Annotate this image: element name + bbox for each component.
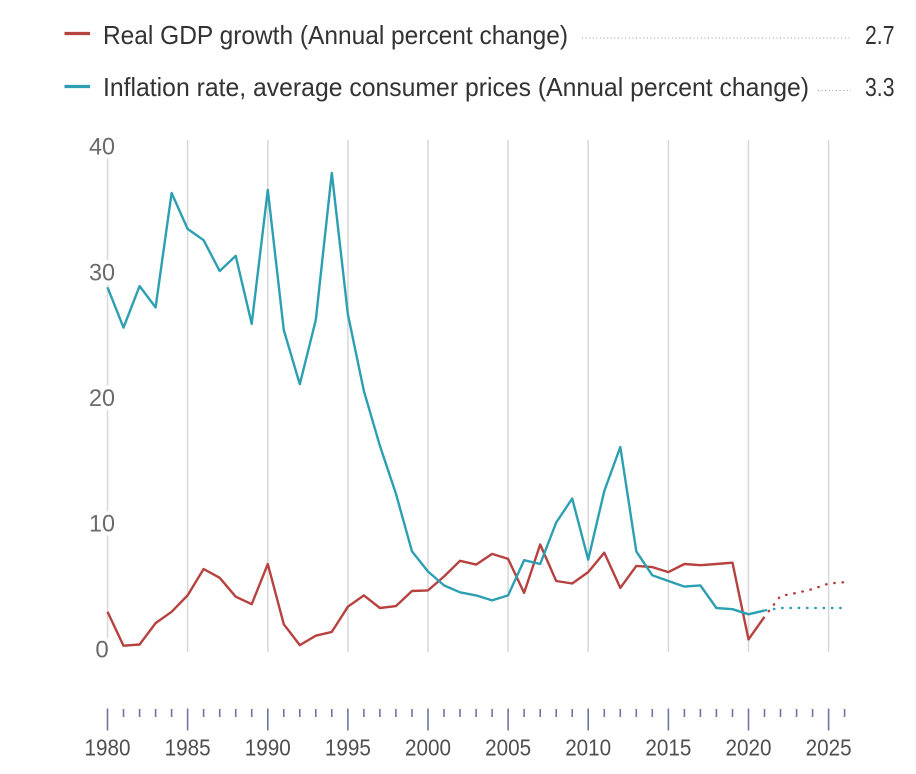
svg-text:2015: 2015 [645,735,691,761]
svg-text:0: 0 [95,637,108,664]
svg-text:40: 40 [89,134,115,161]
svg-text:1985: 1985 [165,735,211,761]
svg-text:2020: 2020 [726,735,772,761]
svg-text:Inflation rate, average consum: Inflation rate, average consumer prices … [103,72,809,102]
svg-text:2.7: 2.7 [865,20,895,50]
svg-text:2025: 2025 [806,735,852,761]
svg-text:20: 20 [89,385,115,412]
svg-text:10: 10 [89,511,115,538]
svg-text:1980: 1980 [85,735,131,761]
svg-text:2000: 2000 [405,735,451,761]
svg-text:2005: 2005 [485,735,531,761]
svg-text:2010: 2010 [565,735,611,761]
svg-text:30: 30 [89,259,115,286]
svg-text:3.3: 3.3 [865,72,895,102]
svg-text:Real GDP growth (Annual percen: Real GDP growth (Annual percent change) [103,20,568,50]
svg-text:1995: 1995 [325,735,371,761]
svg-text:1990: 1990 [245,735,291,761]
